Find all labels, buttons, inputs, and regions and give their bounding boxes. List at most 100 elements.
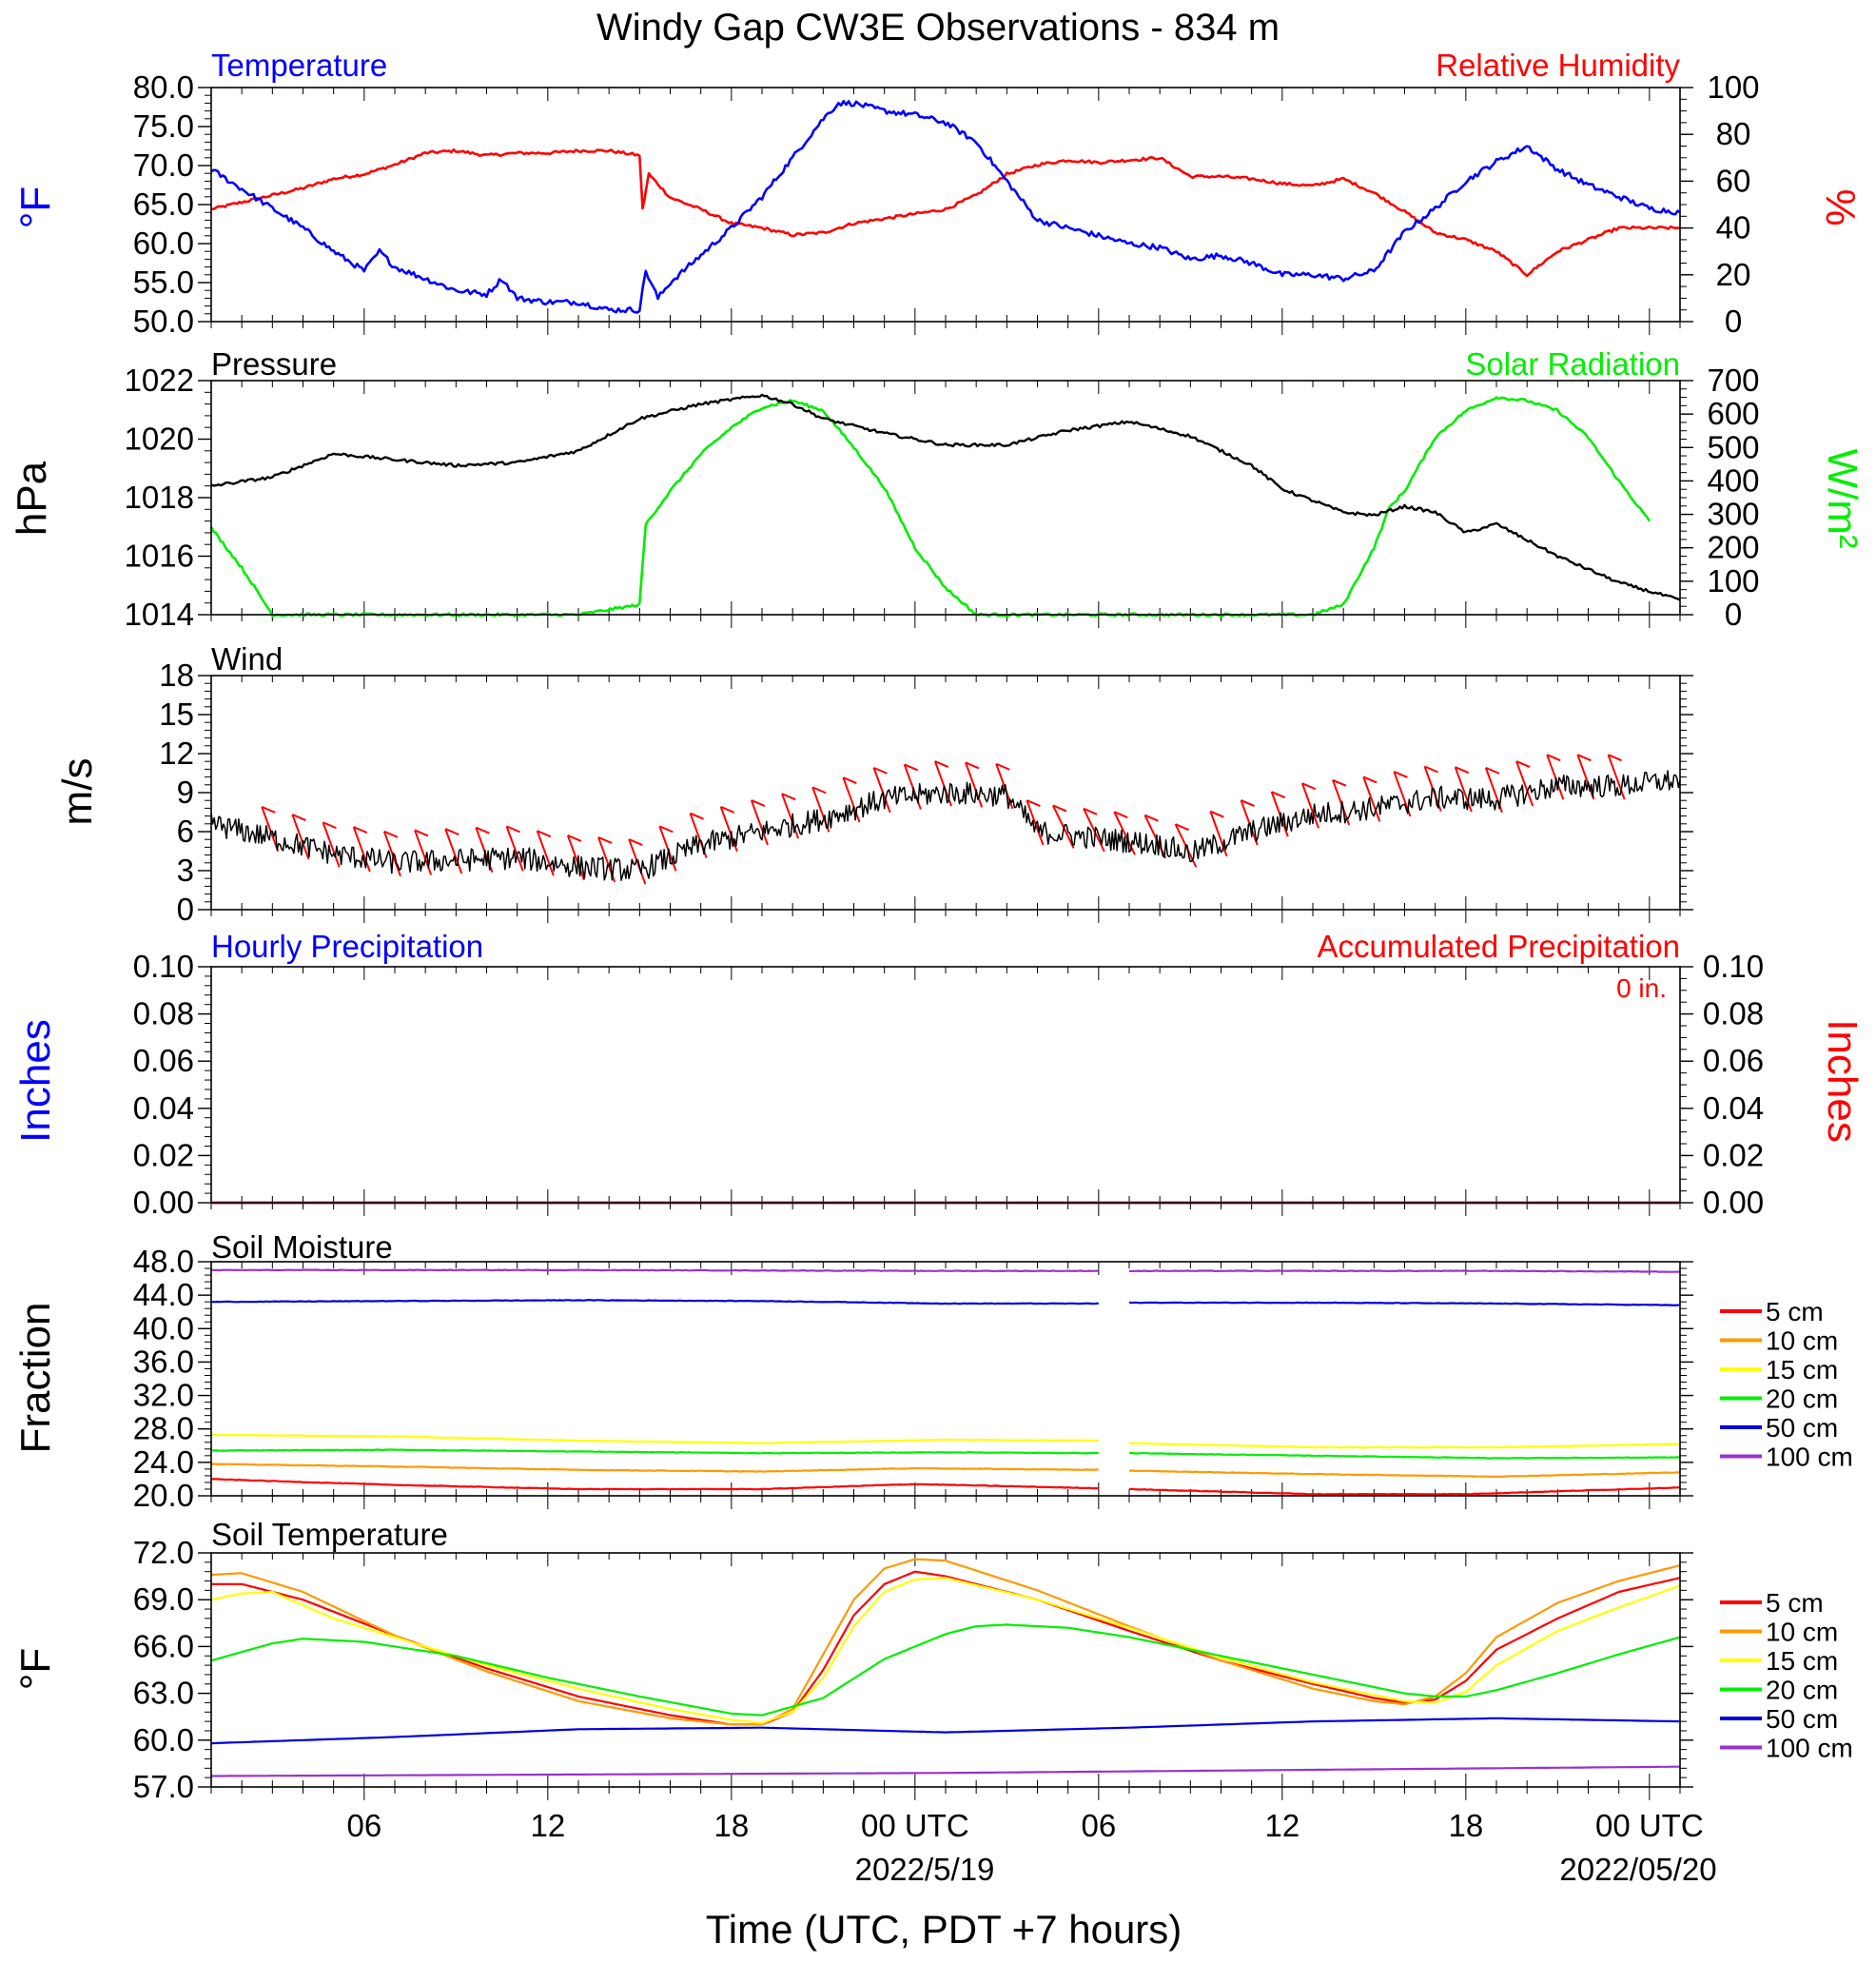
wind-left-tick-label: 6 (177, 814, 194, 849)
pressure-solar-right-tick-label: 100 (1707, 563, 1759, 599)
pressure-left-tick-label: 1014 (125, 597, 194, 632)
precip-plot-frame (210, 966, 1681, 1204)
precip-left-tick-label: 0.00 (133, 1185, 194, 1220)
temperature-title: Temperature (211, 48, 387, 83)
soil-temperature-left-tick-label: 60.0 (133, 1722, 194, 1757)
wind-barb (1576, 754, 1595, 800)
temperature-humidity-right-tick-label: 100 (1707, 69, 1759, 105)
wind-plot-frame (210, 675, 1681, 911)
precip-accum-right-tick-label: 0.08 (1703, 996, 1764, 1031)
panel-soil-moisture: Soil Moisture Fraction 48.044.040.036.03… (12, 1229, 1853, 1513)
pressure-left-tick-label: 1018 (125, 480, 194, 515)
soil-moisture-line-5cm-b (1128, 1486, 1681, 1496)
temperature-humidity-right-tick-label: 80 (1716, 116, 1751, 151)
soil-moisture-line-15cm-b (1128, 1442, 1681, 1449)
accum-precip-unit: Inches (1819, 1019, 1866, 1143)
precip-left-tick-label: 0.08 (133, 996, 194, 1031)
time-tick-label: 18 (1448, 1808, 1483, 1843)
temperature-humidity-right-tick-label: 0 (1725, 304, 1742, 339)
chart-title: Windy Gap CW3E Observations - 834 m (596, 7, 1280, 49)
wind-barb (842, 776, 861, 823)
pressure-left-tick-label: 1016 (125, 539, 194, 574)
soil-moisture-line-20cm-b (1128, 1451, 1681, 1460)
wind-barb (291, 814, 310, 860)
wind-left-tick-label: 3 (177, 853, 194, 888)
temperature-left-tick-label: 50.0 (133, 304, 194, 339)
soil-moisture-line-5cm (210, 1478, 1099, 1491)
pressure-solar-right-tick-label: 300 (1707, 497, 1759, 532)
wind-barb (658, 825, 677, 872)
temperature-unit: °F (12, 186, 59, 228)
soil-moisture-plot-frame (210, 1261, 1681, 1497)
pressure-solar-right-tick-label: 500 (1707, 429, 1759, 464)
temperature-humidity-right-tick-label: 40 (1716, 210, 1751, 245)
temperature-left-tick-label: 60.0 (133, 226, 194, 261)
wind-unit: m/s (54, 758, 101, 826)
humidity-series-line (210, 148, 1680, 278)
soil-moisture-line-100cm (210, 1268, 1099, 1273)
wind-title: Wind (211, 641, 283, 677)
humidity-unit: % (1817, 188, 1864, 226)
pressure-solar-right-tick-label: 0 (1725, 597, 1742, 632)
temperature-left-tick-label: 70.0 (133, 147, 194, 183)
temperature-left-tick-label: 65.0 (133, 186, 194, 222)
time-tick-label: 18 (713, 1808, 749, 1843)
panel-soil-temperature: Soil Temperature °F 72.0 69.0 66.0 63.0 60.0… (12, 1517, 1853, 1804)
soil-moisture-title: Soil Moisture (211, 1229, 393, 1265)
temperature-left-tick-label: 80.0 (133, 69, 194, 105)
pressure-solar-right-tick-label: 700 (1707, 363, 1759, 398)
wind-left-tick-label: 12 (159, 736, 194, 771)
soil-temperature-title: Soil Temperature (211, 1517, 448, 1552)
time-tick-label: 06 (346, 1808, 381, 1843)
soil-temperature-legend-label: 100 cm (1766, 1734, 1853, 1763)
soil-moisture-line-15cm (210, 1433, 1099, 1444)
soil-temperature-legend-label: 20 cm (1766, 1676, 1838, 1705)
solar-series-line (209, 396, 1651, 618)
soil-moisture-legend-label: 10 cm (1766, 1326, 1838, 1356)
time-tick-label: 06 (1081, 1808, 1116, 1843)
temperature-plot-frame (210, 87, 1681, 323)
precip-left-tick-label: 0.04 (133, 1090, 194, 1126)
wind-barb (1270, 791, 1289, 837)
wind-barb (536, 830, 555, 876)
wind-barb (322, 821, 341, 868)
pressure-plot-frame (210, 380, 1681, 616)
temperature-series-line (210, 99, 1681, 314)
soil-moisture-line-10cm (210, 1462, 1099, 1473)
soil-temperature-line-100cm (211, 1765, 1680, 1777)
wind-barb (965, 761, 984, 808)
soil-moisture-line-10cm-b (1128, 1469, 1681, 1479)
panel-temperature-humidity: Temperature Relative Humidity °F % 80.0 7… (12, 48, 1864, 339)
wind-speed-line (210, 770, 1681, 881)
hourly-precip-unit: Inches (12, 1019, 59, 1143)
soil-moisture-line-50cm (210, 1299, 1099, 1305)
wind-barb (505, 825, 524, 872)
soil-temperature-line-50cm (210, 1717, 1681, 1745)
wind-barb (1546, 754, 1565, 800)
soil-temperature-line-5cm (211, 1570, 1681, 1726)
precip-left-tick-label: 0.02 (133, 1137, 194, 1172)
precip-accum-right-tick-label: 0.04 (1703, 1090, 1764, 1126)
precip-left-tick-label: 0.10 (133, 949, 194, 984)
humidity-title: Relative Humidity (1436, 48, 1680, 83)
soil-moisture-left-tick-label: 24.0 (133, 1444, 194, 1480)
soil-temperature-left-tick-label: 72.0 (133, 1535, 194, 1570)
wind-barb (1052, 804, 1075, 849)
accum-precip-title: Accumulated Precipitation (1317, 929, 1680, 964)
soil-temperature-line-20cm (210, 1623, 1681, 1717)
soil-temperature-line-10cm (210, 1558, 1681, 1726)
soil-moisture-left-tick-label: 28.0 (133, 1411, 194, 1446)
hourly-precip-title: Hourly Precipitation (211, 929, 483, 964)
soil-moisture-legend-label: 5 cm (1766, 1297, 1824, 1326)
solar-unit: W/m² (1819, 448, 1866, 548)
pressure-left-tick-label: 1022 (125, 363, 194, 398)
wind-barb (1515, 760, 1534, 807)
pressure-unit: hPa (9, 461, 55, 536)
soil-moisture-left-tick-label: 44.0 (133, 1277, 194, 1312)
soil-moisture-left-tick-label: 40.0 (133, 1310, 194, 1345)
wind-barb (1362, 775, 1381, 822)
accum-precip-value: 0 in. (1616, 973, 1667, 1003)
soil-moisture-unit: Fraction (12, 1303, 59, 1454)
wind-left-tick-label: 15 (159, 697, 194, 732)
